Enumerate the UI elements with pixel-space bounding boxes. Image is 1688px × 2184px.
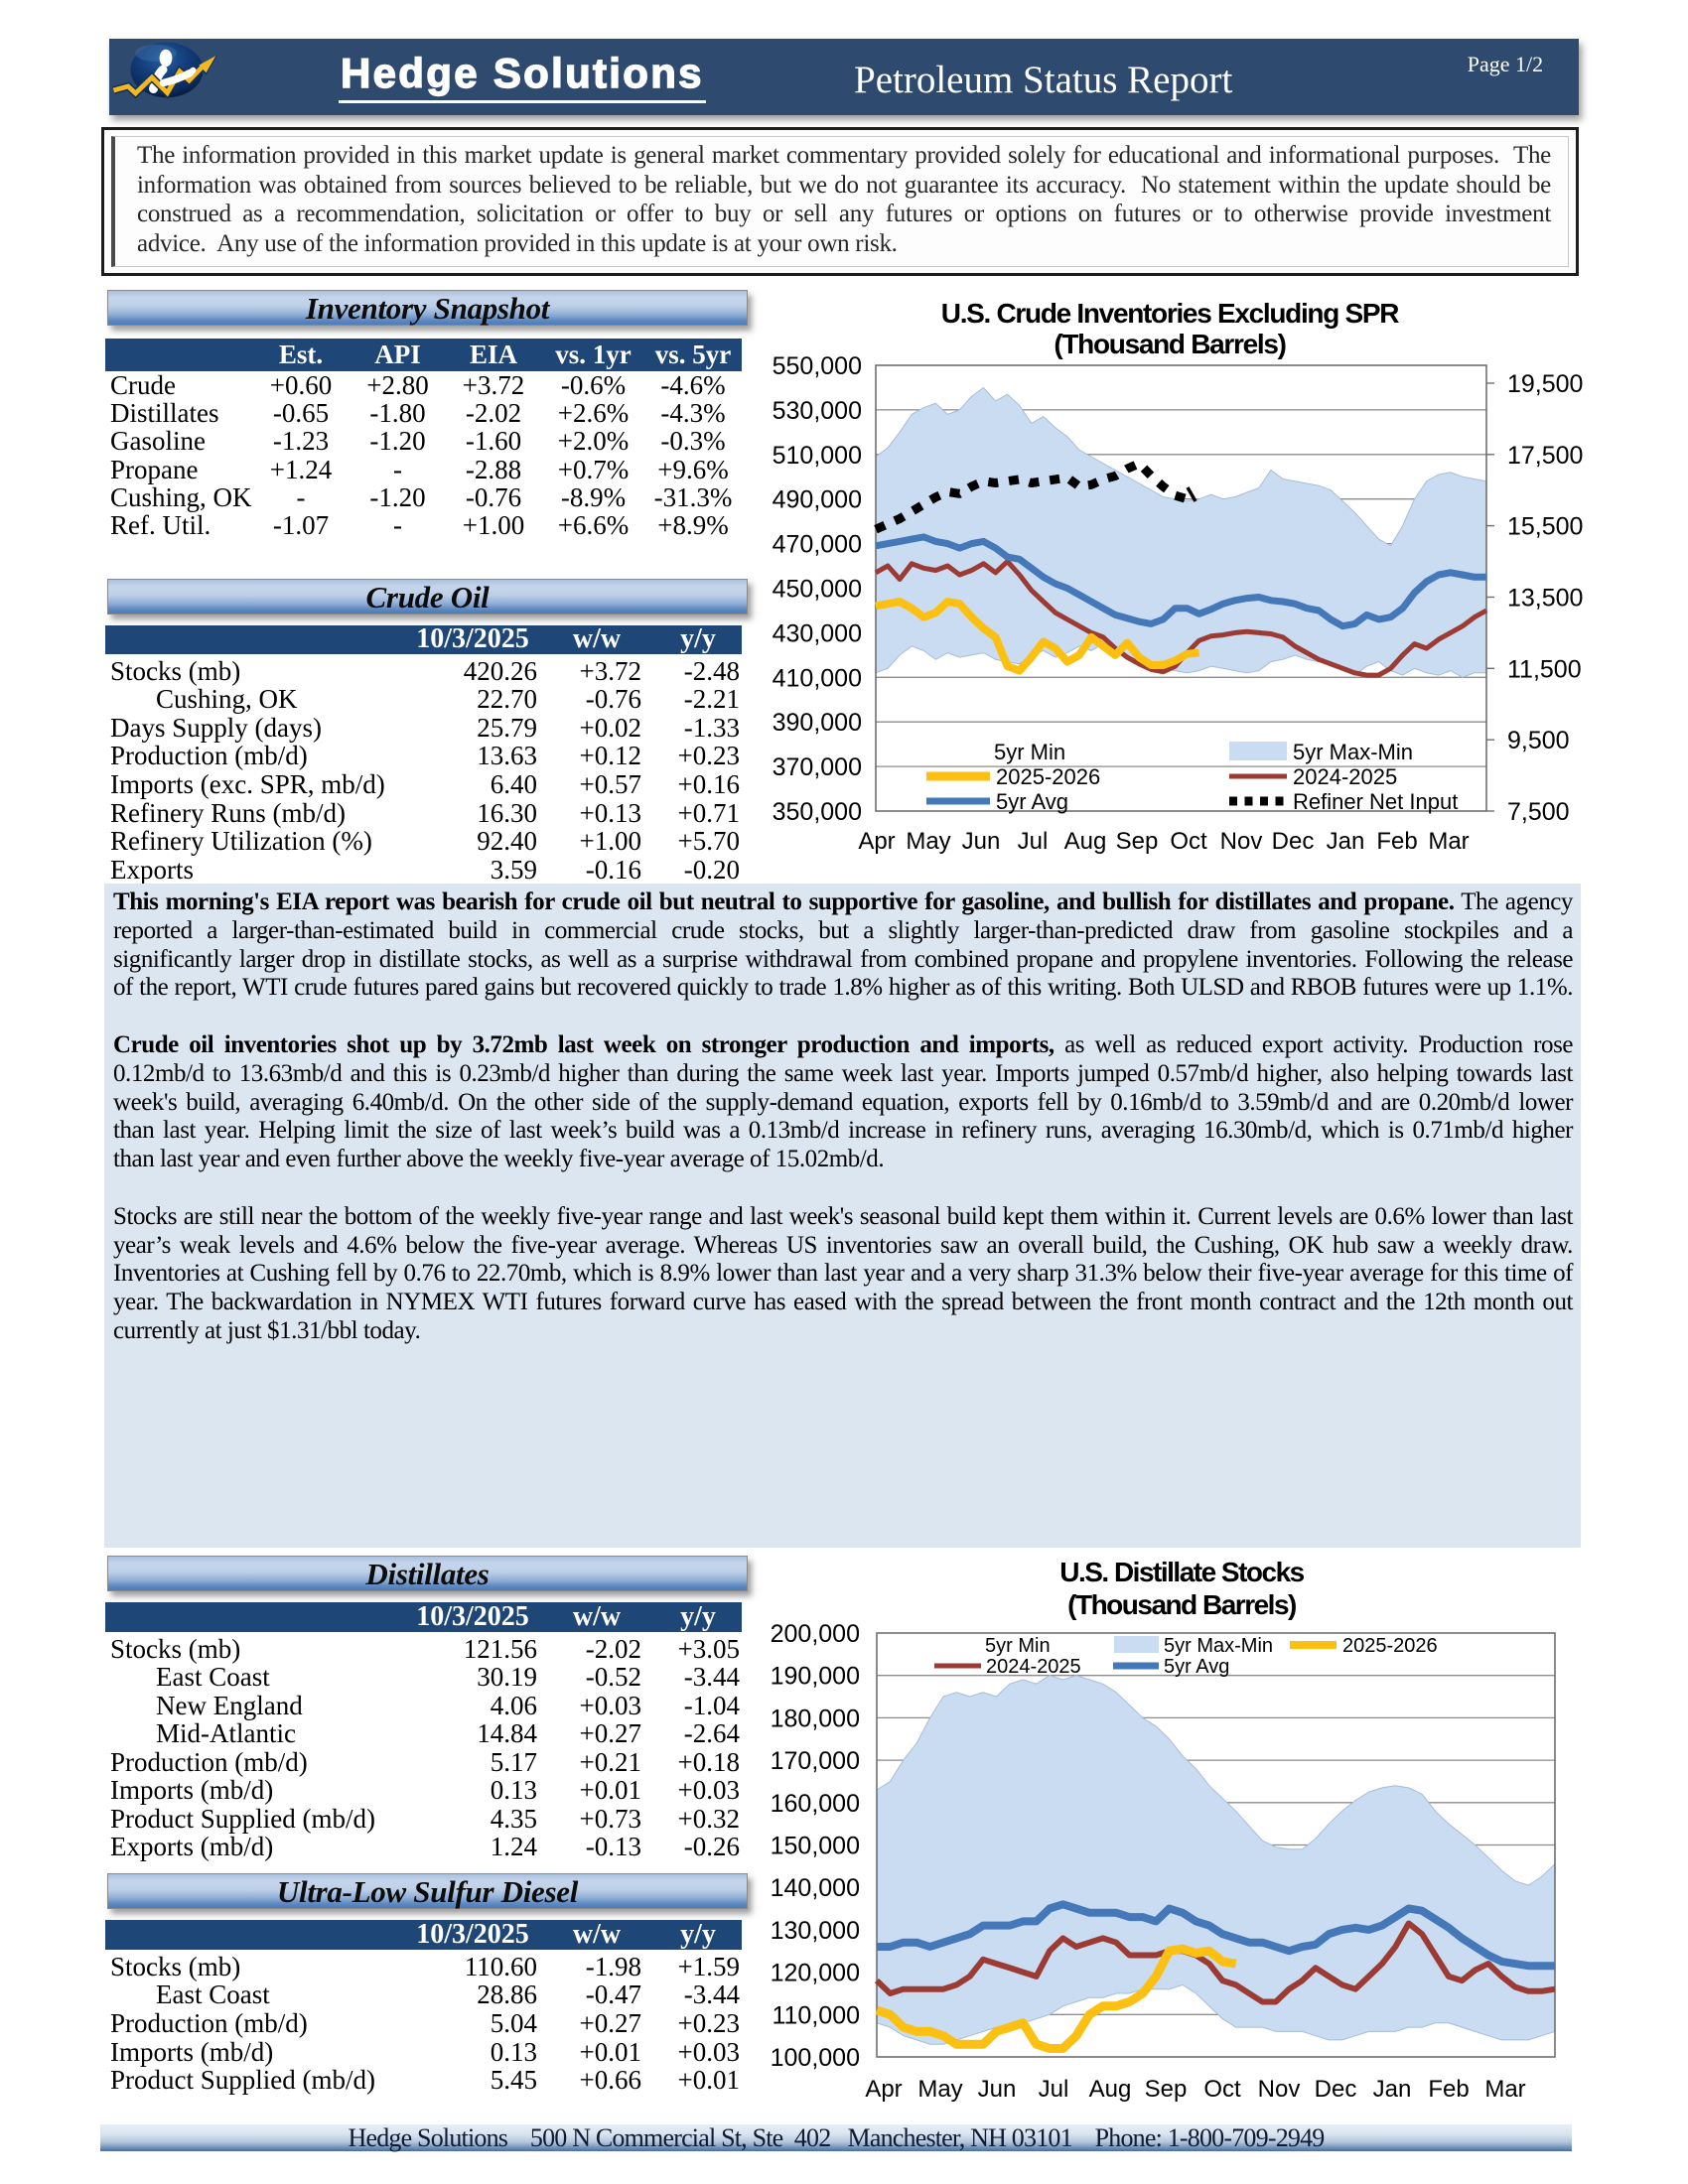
svg-text:Jun: Jun [962,828,1001,855]
svg-text:U.S. Crude Inventories Excludi: U.S. Crude Inventories Excluding SPR [941,298,1399,329]
svg-text:170,000: 170,000 [771,1747,860,1775]
svg-text:370,000: 370,000 [773,753,862,781]
svg-text:2025-2026: 2025-2026 [1342,1635,1438,1657]
svg-text:5yr Min: 5yr Min [994,740,1065,764]
svg-text:Oct: Oct [1203,2076,1241,2103]
svg-text:2024-2025: 2024-2025 [1293,764,1397,789]
svg-text:Mar: Mar [1428,828,1469,855]
svg-text:U.S. Distillate Stocks: U.S. Distillate Stocks [1059,1557,1304,1587]
svg-text:Aug: Aug [1064,828,1107,855]
svg-text:9,500: 9,500 [1507,727,1570,754]
svg-text:510,000: 510,000 [773,442,862,470]
svg-text:2024-2025: 2024-2025 [986,1656,1081,1678]
svg-text:(Thousand Barrels): (Thousand Barrels) [1067,1589,1296,1620]
svg-text:Mar: Mar [1484,2076,1525,2103]
svg-text:11,500: 11,500 [1507,655,1582,683]
svg-text:450,000: 450,000 [773,576,862,604]
svg-text:7,500: 7,500 [1507,798,1570,826]
svg-text:Jul: Jul [1039,2076,1069,2103]
svg-text:5yr Max-Min: 5yr Max-Min [1164,1635,1273,1657]
svg-text:May: May [917,2076,962,2103]
svg-text:110,000: 110,000 [772,2001,860,2029]
svg-text:Oct: Oct [1170,828,1207,855]
svg-text:15,500: 15,500 [1507,513,1583,541]
svg-text:Sep: Sep [1116,828,1159,855]
svg-text:390,000: 390,000 [773,709,862,737]
svg-text:350,000: 350,000 [773,798,862,826]
svg-text:Jan: Jan [1327,828,1365,855]
svg-text:5yr Max-Min: 5yr Max-Min [1293,740,1413,764]
svg-text:May: May [906,828,950,855]
svg-text:120,000: 120,000 [771,1960,860,1987]
svg-text:19,500: 19,500 [1507,370,1583,398]
svg-text:Jun: Jun [978,2076,1017,2103]
svg-text:160,000: 160,000 [771,1790,860,1818]
svg-text:530,000: 530,000 [773,397,862,425]
svg-text:Feb: Feb [1376,828,1417,855]
svg-text:180,000: 180,000 [771,1705,860,1732]
svg-text:Dec: Dec [1272,828,1315,855]
svg-text:430,000: 430,000 [773,619,862,647]
svg-text:Apr: Apr [858,828,895,855]
svg-text:140,000: 140,000 [771,1874,860,1902]
svg-text:5yr Min: 5yr Min [985,1635,1051,1657]
svg-text:Aug: Aug [1089,2076,1132,2103]
svg-text:5yr Avg: 5yr Avg [996,789,1068,814]
svg-text:Nov: Nov [1258,2076,1301,2103]
svg-text:Jan: Jan [1373,2076,1412,2103]
svg-text:Nov: Nov [1220,828,1263,855]
svg-text:100,000: 100,000 [771,2044,860,2072]
svg-text:130,000: 130,000 [771,1917,860,1945]
svg-text:550,000: 550,000 [773,352,862,380]
svg-text:2025-2026: 2025-2026 [996,764,1100,789]
svg-text:(Thousand Barrels): (Thousand Barrels) [1054,329,1285,359]
svg-text:Refiner Net Input: Refiner Net Input [1293,789,1458,814]
svg-text:17,500: 17,500 [1507,442,1583,470]
svg-text:Apr: Apr [865,2076,902,2103]
svg-text:Dec: Dec [1315,2076,1357,2103]
svg-text:470,000: 470,000 [773,531,862,559]
svg-text:Sep: Sep [1145,2076,1188,2103]
svg-text:490,000: 490,000 [773,486,862,514]
svg-text:Feb: Feb [1428,2076,1469,2103]
svg-text:200,000: 200,000 [771,1620,860,1648]
svg-text:190,000: 190,000 [771,1663,860,1691]
svg-text:410,000: 410,000 [773,664,862,692]
svg-text:13,500: 13,500 [1507,585,1583,613]
svg-text:5yr Avg: 5yr Avg [1164,1656,1229,1678]
svg-text:Jul: Jul [1018,828,1049,855]
svg-text:150,000: 150,000 [771,1833,860,1860]
